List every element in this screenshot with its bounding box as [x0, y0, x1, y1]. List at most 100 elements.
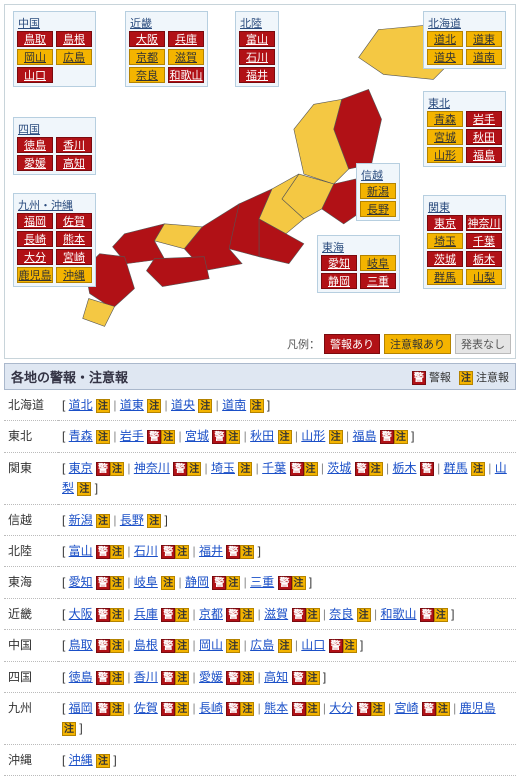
pref-link[interactable]: 鳥取 — [69, 638, 93, 652]
pref-chip[interactable]: 千葉 — [466, 233, 502, 249]
pref-chip[interactable]: 佐賀 — [56, 213, 92, 229]
pref-link[interactable]: 高知 — [264, 670, 288, 684]
pref-chip[interactable]: 山形 — [427, 147, 463, 163]
pref-link[interactable]: 三重 — [250, 575, 274, 589]
pref-chip[interactable]: 香川 — [56, 137, 92, 153]
pref-chip[interactable]: 三重 — [360, 273, 396, 289]
pref-link[interactable]: 茨城 — [327, 461, 351, 475]
pref-chip[interactable]: 道東 — [466, 31, 502, 47]
pref-chip[interactable]: 長野 — [360, 201, 396, 217]
pref-chip[interactable]: 京都 — [129, 49, 165, 65]
pref-chip[interactable]: 福島 — [466, 147, 502, 163]
pref-link[interactable]: 群馬 — [444, 461, 468, 475]
pref-chip[interactable]: 神奈川 — [466, 215, 502, 231]
pref-link[interactable]: 道北 — [69, 398, 93, 412]
pref-chip[interactable]: 広島 — [56, 49, 92, 65]
pref-chip[interactable]: 静岡 — [321, 273, 357, 289]
pref-chip[interactable]: 埼玉 — [427, 233, 463, 249]
pref-chip[interactable]: 奈良 — [129, 67, 165, 83]
pref-chip[interactable]: 道央 — [427, 49, 463, 65]
pref-chip[interactable]: 愛媛 — [17, 155, 53, 171]
pref-chip[interactable]: 大阪 — [129, 31, 165, 47]
pref-chip[interactable]: 鹿児島 — [17, 267, 53, 283]
pref-chip[interactable]: 福井 — [239, 67, 275, 83]
pref-link[interactable]: 愛媛 — [199, 670, 223, 684]
pref-chip[interactable]: 島根 — [56, 31, 92, 47]
pref-chip[interactable]: 大分 — [17, 249, 53, 265]
pref-link[interactable]: 福岡 — [69, 701, 93, 715]
pref-chip[interactable]: 徳島 — [17, 137, 53, 153]
pref-link[interactable]: 静岡 — [185, 575, 209, 589]
pref-link[interactable]: 山形 — [301, 429, 325, 443]
pref-link[interactable]: 岐阜 — [134, 575, 158, 589]
pref-link[interactable]: 道東 — [120, 398, 144, 412]
pref-link[interactable]: 神奈川 — [134, 461, 170, 475]
region-link-shinetsu[interactable]: 信越 — [360, 170, 383, 182]
pref-chip[interactable]: 道南 — [466, 49, 502, 65]
pref-link[interactable]: 大分 — [329, 701, 353, 715]
pref-chip[interactable]: 山口 — [17, 67, 53, 83]
pref-chip[interactable]: 鳥取 — [17, 31, 53, 47]
pref-link[interactable]: 滋賀 — [264, 607, 288, 621]
pref-chip[interactable]: 長崎 — [17, 231, 53, 247]
pref-link[interactable]: 愛知 — [69, 575, 93, 589]
pref-chip[interactable]: 滋賀 — [168, 49, 204, 65]
pref-link[interactable]: 宮城 — [185, 429, 209, 443]
pref-link[interactable]: 広島 — [250, 638, 274, 652]
pref-chip[interactable]: 熊本 — [56, 231, 92, 247]
pref-link[interactable]: 青森 — [69, 429, 93, 443]
pref-link[interactable]: 岡山 — [199, 638, 223, 652]
region-link-hokkaido[interactable]: 北海道 — [427, 18, 461, 30]
pref-link[interactable]: 京都 — [199, 607, 223, 621]
pref-chip[interactable]: 青森 — [427, 111, 463, 127]
pref-link[interactable]: 徳島 — [69, 670, 93, 684]
pref-link[interactable]: 和歌山 — [380, 607, 416, 621]
pref-link[interactable]: 長野 — [120, 513, 144, 527]
pref-chip[interactable]: 沖縄 — [56, 267, 92, 283]
pref-chip[interactable]: 兵庫 — [168, 31, 204, 47]
pref-link[interactable]: 道央 — [171, 398, 195, 412]
pref-link[interactable]: 福島 — [352, 429, 376, 443]
pref-link[interactable]: 岩手 — [120, 429, 144, 443]
pref-chip[interactable]: 愛知 — [321, 255, 357, 271]
pref-link[interactable]: 福井 — [199, 544, 223, 558]
pref-chip[interactable]: 岐阜 — [360, 255, 396, 271]
pref-chip[interactable]: 宮城 — [427, 129, 463, 145]
pref-link[interactable]: 香川 — [134, 670, 158, 684]
pref-chip[interactable]: 富山 — [239, 31, 275, 47]
region-link-tokai[interactable]: 東海 — [321, 242, 344, 254]
region-link-tohoku[interactable]: 東北 — [427, 98, 450, 110]
pref-chip[interactable]: 宮崎 — [56, 249, 92, 265]
pref-link[interactable]: 島根 — [134, 638, 158, 652]
pref-chip[interactable]: 道北 — [427, 31, 463, 47]
region-link-shikoku[interactable]: 四国 — [17, 124, 40, 136]
pref-chip[interactable]: 秋田 — [466, 129, 502, 145]
pref-link[interactable]: 山口 — [301, 638, 325, 652]
pref-link[interactable]: 新潟 — [69, 513, 93, 527]
pref-link[interactable]: 埼玉 — [211, 461, 235, 475]
pref-chip[interactable]: 群馬 — [427, 269, 463, 285]
region-link-kinki[interactable]: 近畿 — [129, 18, 152, 30]
pref-link[interactable]: 富山 — [69, 544, 93, 558]
pref-link[interactable]: 鹿児島 — [460, 701, 496, 715]
pref-link[interactable]: 栃木 — [392, 461, 416, 475]
pref-link[interactable]: 大阪 — [69, 607, 93, 621]
pref-chip[interactable]: 和歌山 — [168, 67, 204, 83]
pref-link[interactable]: 宮崎 — [394, 701, 418, 715]
region-link-hokuriku[interactable]: 北陸 — [239, 18, 262, 30]
pref-link[interactable]: 長崎 — [199, 701, 223, 715]
pref-chip[interactable]: 高知 — [56, 155, 92, 171]
pref-chip[interactable]: 茨城 — [427, 251, 463, 267]
pref-chip[interactable]: 福岡 — [17, 213, 53, 229]
region-link-chugoku[interactable]: 中国 — [17, 18, 40, 30]
pref-link[interactable]: 奈良 — [329, 607, 353, 621]
pref-link[interactable]: 兵庫 — [134, 607, 158, 621]
pref-chip[interactable]: 東京 — [427, 215, 463, 231]
pref-link[interactable]: 石川 — [134, 544, 158, 558]
pref-chip[interactable]: 岡山 — [17, 49, 53, 65]
pref-chip[interactable]: 新潟 — [360, 183, 396, 199]
pref-chip[interactable]: 山梨 — [466, 269, 502, 285]
pref-link[interactable]: 千葉 — [262, 461, 286, 475]
pref-chip[interactable]: 栃木 — [466, 251, 502, 267]
pref-link[interactable]: 東京 — [69, 461, 93, 475]
